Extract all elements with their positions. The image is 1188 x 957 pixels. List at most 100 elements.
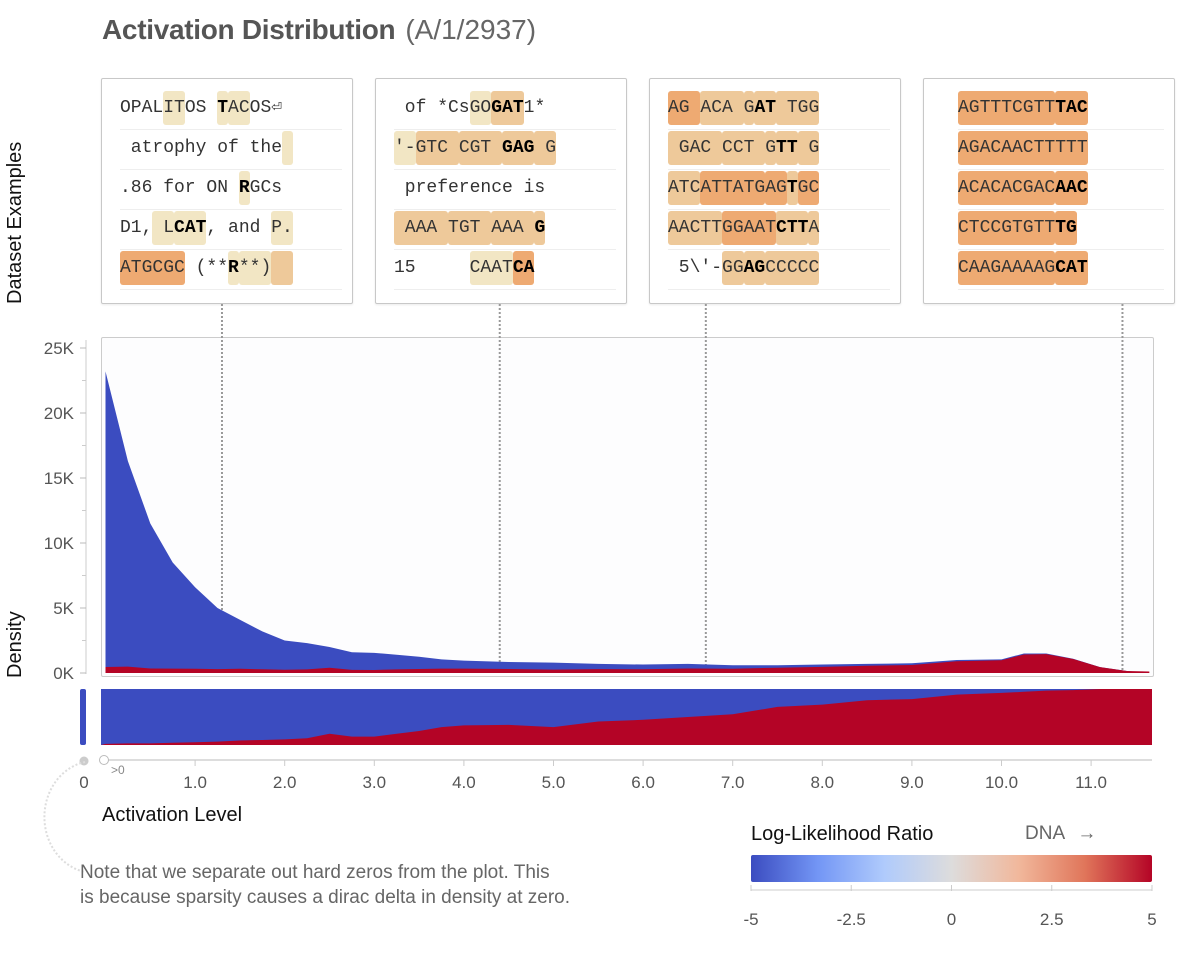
token: ATTATG xyxy=(700,171,766,205)
token: TGT xyxy=(448,211,492,245)
density-areas xyxy=(105,371,1150,673)
token: AACTT xyxy=(668,211,723,245)
token: AAA xyxy=(394,211,449,245)
token: G xyxy=(743,91,755,125)
example-row[interactable]: .86 for ON RGCs xyxy=(120,171,342,210)
example-row[interactable]: OPALITOS TACOS⏎ xyxy=(120,91,342,130)
example-row[interactable]: 5\'-GGAGCCCCC xyxy=(668,251,890,290)
page-title: Activation Distribution (A/1/2937) xyxy=(102,14,536,46)
y-tick-label: 0K xyxy=(53,664,74,683)
token: AG xyxy=(765,171,787,205)
example-row[interactable]: of *CsGOGAT1* xyxy=(394,91,616,130)
x-tick-label: 4.0 xyxy=(452,773,476,792)
token-max-activation: TAC xyxy=(1055,91,1088,125)
token: 1* xyxy=(523,98,557,118)
token: OPAL xyxy=(120,98,164,118)
example-row[interactable]: AGTTTCGTTTAC xyxy=(958,91,1164,130)
token-max-activation: AT xyxy=(754,91,777,125)
fraction-strip xyxy=(80,689,1152,745)
token-max-activation: TT xyxy=(776,131,798,165)
example-row[interactable]: '-GTC CGT GAG G xyxy=(394,131,616,170)
density-chart: 0K 5K 10K 15K 20K 25K 0 >0 1.0 2.0 3.0 4.0 5.0 6.0 7.… xyxy=(44,304,1152,792)
x-tick-label: 11.0 xyxy=(1075,773,1107,792)
token: CCCCC xyxy=(765,251,820,285)
x-tick-label: 5.0 xyxy=(542,773,566,792)
example-row[interactable]: CTCCGTGTTTG xyxy=(958,211,1164,250)
example-row[interactable]: 15 CAATCA xyxy=(394,251,616,290)
x-tick-label: 1.0 xyxy=(183,773,207,792)
token-max-activation: AG xyxy=(743,251,766,285)
token: GG xyxy=(722,251,744,285)
example-row[interactable]: D1, LCAT, and P. xyxy=(120,211,342,250)
example-row[interactable]: AACTTGGAATCTTA xyxy=(668,211,890,250)
colorbar-tick-label: 0 xyxy=(947,910,956,929)
token-max-activation: T xyxy=(217,91,229,125)
token-max-activation: CA xyxy=(512,251,535,285)
x-tick-label: 10.0 xyxy=(985,773,1018,792)
token: L xyxy=(152,211,175,245)
x-tick-label: 6.0 xyxy=(631,773,655,792)
token: ATC xyxy=(668,171,701,205)
token xyxy=(271,251,293,285)
example-row[interactable]: preference is xyxy=(394,171,616,210)
token: G xyxy=(797,131,820,165)
note-line-2: is because sparsity causes a dirac delta… xyxy=(80,887,571,908)
example-row[interactable]: ATGCGC (**R**) xyxy=(120,251,342,290)
x-axis-title: Activation Level xyxy=(102,804,243,826)
dna-density-area xyxy=(105,654,1150,673)
token: GAC xyxy=(668,131,723,165)
token: TGG xyxy=(776,91,820,125)
token: A xyxy=(808,211,820,245)
token-max-activation: CAT xyxy=(1055,251,1088,285)
zero-bin-dot xyxy=(79,756,89,766)
example-box[interactable]: AG ACA GAT TGG GAC CCT GTT G ATCATTATGAGT… xyxy=(649,78,901,304)
legend-direction: DNA → xyxy=(1025,823,1096,845)
y-axis: 0K 5K 10K 15K 20K 25K xyxy=(44,339,87,683)
example-row[interactable]: CAAGAAAAGCAT xyxy=(958,251,1164,290)
y-tick-label: 25K xyxy=(44,339,75,358)
token: preference is xyxy=(394,178,557,198)
token: AAA xyxy=(491,211,535,245)
token-max-activation: T xyxy=(786,171,798,205)
y-tick-label: 5K xyxy=(53,599,74,618)
colorbar-tick-label: -2.5 xyxy=(837,910,866,929)
example-row[interactable]: AAA TGT AAA G xyxy=(394,211,616,250)
token: 15 xyxy=(394,258,470,278)
token: GCs xyxy=(249,178,283,198)
note-line-1: Note that we separate out hard zeros fro… xyxy=(80,862,550,883)
token: GGAAT xyxy=(722,211,777,245)
token: G xyxy=(765,131,777,165)
token-max-activation: G xyxy=(534,211,546,245)
example-row[interactable]: AG ACA GAT TGG xyxy=(668,91,890,130)
legend-direction-label: DNA xyxy=(1025,823,1065,844)
example-row[interactable]: ACACACGACAAC xyxy=(958,171,1164,210)
token: OS⏎ xyxy=(249,98,283,118)
example-row[interactable]: ATCATTATGAGTGC xyxy=(668,171,890,210)
token: CGT xyxy=(458,131,503,165)
token: OS xyxy=(184,98,218,118)
example-box[interactable]: AGTTTCGTTTAC AGACAACTTTTT ACACACGACAAC CTCC… xyxy=(923,78,1175,304)
token xyxy=(282,131,293,165)
token: AGTTTCGTT xyxy=(958,91,1056,125)
token: .86 for ON xyxy=(120,178,239,198)
token: '- xyxy=(394,131,416,165)
token: IT xyxy=(163,91,185,125)
example-row[interactable]: atrophy of the xyxy=(120,131,342,170)
example-row[interactable]: AGACAACTTTTT xyxy=(958,131,1164,170)
nonzero-strip-high xyxy=(101,689,1152,745)
x-tick-label: 3.0 xyxy=(362,773,386,792)
y-tick-label: 10K xyxy=(44,534,75,553)
y-tick-label: 15K xyxy=(44,469,75,488)
example-box[interactable]: of *CsGOGAT1* '-GTC CGT GAG G preference… xyxy=(375,78,627,304)
token-max-activation: CAT xyxy=(174,211,207,245)
example-row[interactable]: GAC CCT GTT G xyxy=(668,131,890,170)
token: CAAT xyxy=(469,251,513,285)
token: atrophy of the xyxy=(120,138,283,158)
token: CCT xyxy=(722,131,766,165)
colorbar-axis: -5 -2.5 0 2.5 5 xyxy=(743,885,1157,929)
example-box[interactable]: OPALITOS TACOS⏎ atrophy of the .86 for O… xyxy=(101,78,353,304)
token: of *Cs xyxy=(394,98,470,118)
legend-title: Log-Likelihood Ratio xyxy=(751,823,934,845)
example-markers xyxy=(220,304,1124,673)
chart-frame xyxy=(101,337,1154,677)
